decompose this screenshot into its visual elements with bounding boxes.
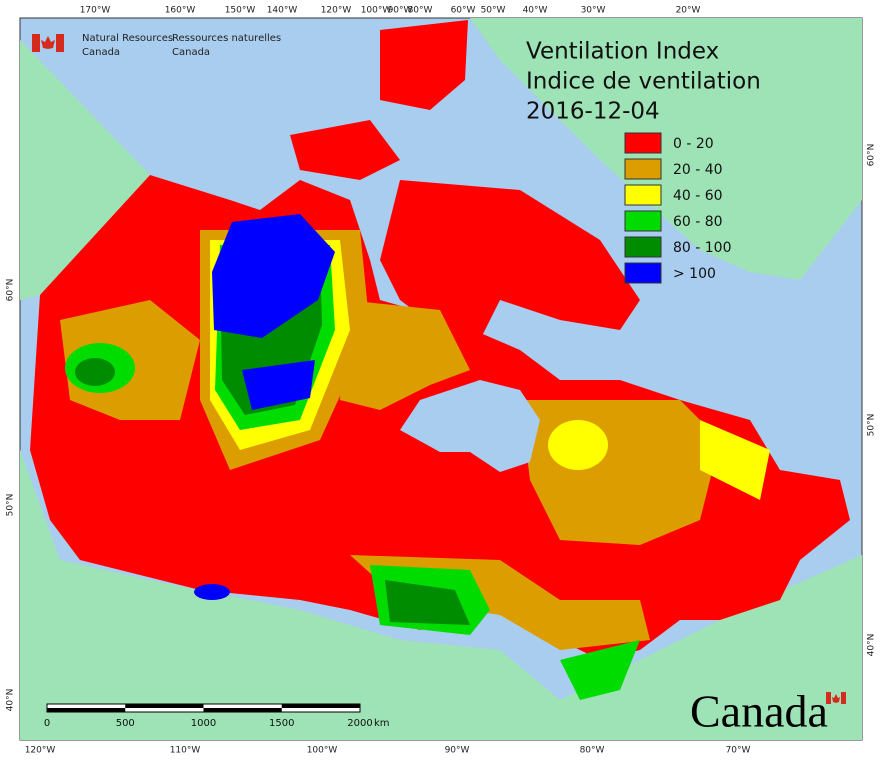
scale-segment (281, 704, 360, 708)
graticule-label: 60°N (867, 144, 877, 167)
agency-en: Canada (82, 47, 120, 58)
legend-swatch (624, 132, 662, 154)
graticule-label: 80°W (408, 6, 433, 16)
scale-label: 500 (116, 718, 135, 729)
date: 2016-12-04 (526, 99, 660, 125)
title: Indice de ventilation (526, 69, 761, 95)
scale-label: 1500 (269, 718, 294, 729)
legend-label: 0 - 20 (673, 136, 714, 152)
legend-swatch (624, 262, 662, 284)
scale-bar: 0 500 1000 1500 2000 km (44, 703, 390, 729)
title: Ventilation Index (526, 39, 719, 65)
graticule-label: 60°N (6, 279, 16, 302)
legend-swatch (624, 210, 662, 232)
graticule-label: 170°W (80, 6, 111, 16)
graticule-label: 40°N (867, 634, 877, 657)
graticule-label: 100°W (361, 6, 392, 16)
legend-label: > 100 (673, 266, 716, 282)
legend-label: 60 - 80 (673, 214, 723, 230)
graticule-label: 20°W (676, 6, 701, 16)
graticule-label: 90°W (445, 746, 470, 756)
graticule-label: 120°W (321, 6, 352, 16)
legend-swatch (624, 236, 662, 258)
graticule-label: 100°W (307, 746, 338, 756)
graticule-label: 150°W (225, 6, 256, 16)
scale-segment (125, 704, 204, 708)
scale-unit: km (374, 718, 390, 729)
graticule-label: 30°W (581, 6, 606, 16)
graticule-label: 60°W (451, 6, 476, 16)
graticule-label: 40°N (6, 689, 16, 712)
wordmark: Canada (690, 686, 828, 737)
scale-segment (47, 708, 126, 712)
graticule-label: 50°N (867, 414, 877, 437)
agency-signature: Natural Resources Canada Ressources natu… (32, 33, 281, 58)
index-regions (30, 20, 850, 700)
graticule-label: 110°W (170, 746, 201, 756)
agency-fr: Canada (172, 47, 210, 58)
legend-label: 40 - 60 (673, 188, 723, 204)
legend-swatch (624, 158, 662, 180)
scale-label: 1000 (191, 718, 216, 729)
wordmark-flag (826, 692, 846, 704)
graticule-label: 70°W (726, 746, 751, 756)
graticule-label: 120°W (25, 746, 56, 756)
graticule-label: 50°W (481, 6, 506, 16)
scale-label: 0 (44, 718, 50, 729)
legend-label: 20 - 40 (673, 162, 723, 178)
agency-fr: Ressources naturelles (172, 33, 281, 44)
graticule-label: 80°W (580, 746, 605, 756)
land-outside (20, 18, 862, 740)
agency-en: Natural Resources (82, 33, 173, 44)
graticule-label: 90°W (388, 6, 413, 16)
graticule-label: 140°W (267, 6, 298, 16)
graticule-labels: 170°W 160°W 150°W 140°W 120°W 100°W90°W80°W 60… (6, 6, 877, 756)
legend: 0 - 20 20 - 40 40 - 60 60 - 80 80 - 100 > 100 (624, 132, 732, 284)
scale-label: 2000 (347, 718, 372, 729)
legend-swatch (624, 184, 662, 206)
graticule-label: 160°W (165, 6, 196, 16)
graticule-label: 50°N (6, 494, 16, 517)
legend-label: 80 - 100 (673, 240, 732, 256)
scale-segment (203, 708, 282, 712)
graticule-label: 40°W (523, 6, 548, 16)
